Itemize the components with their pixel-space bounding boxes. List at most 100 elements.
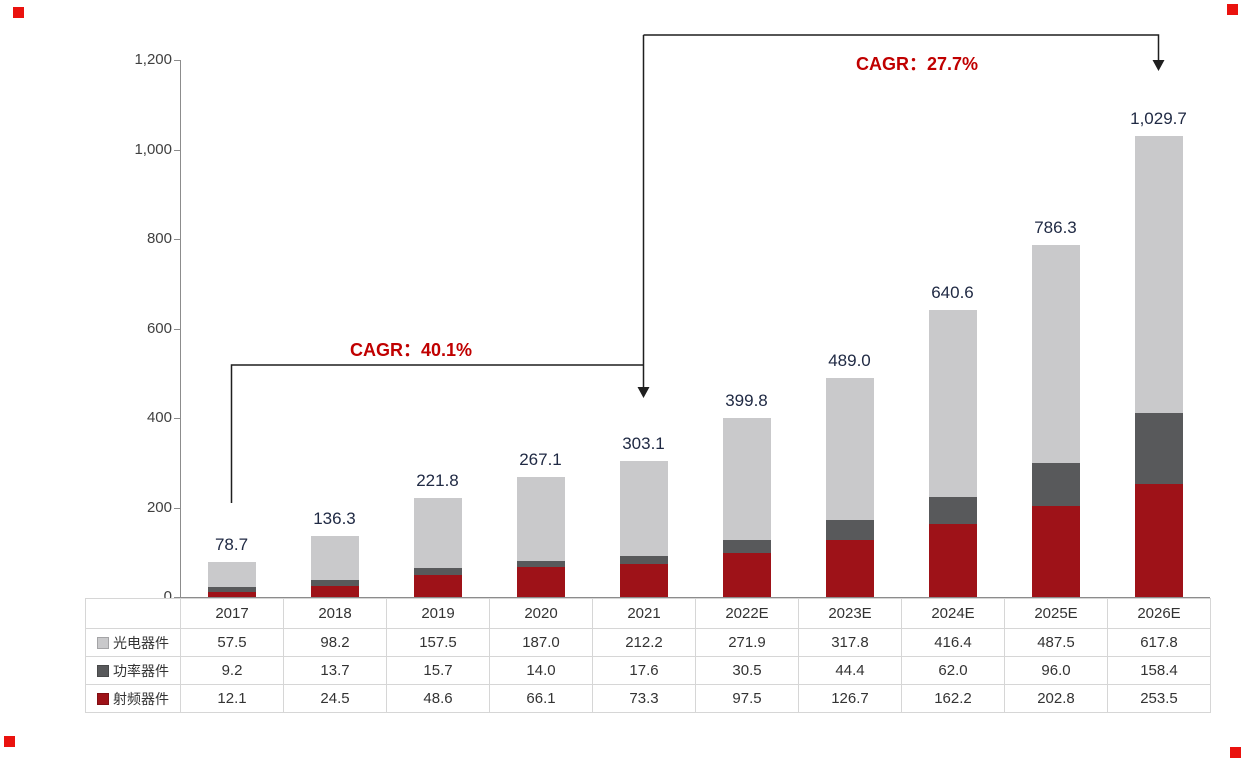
value-cell: 73.3 xyxy=(592,684,696,713)
value-cell: 212.2 xyxy=(592,628,696,657)
arrow-down-icon xyxy=(1152,60,1165,71)
bar-segment-光电器件 xyxy=(619,461,668,557)
year-header-cell: 2019 xyxy=(386,598,490,629)
y-axis-tick-mark xyxy=(174,328,180,330)
y-axis-tick-mark xyxy=(174,507,180,509)
legend-swatch-icon xyxy=(97,692,109,705)
total-label-2019: 221.8 xyxy=(416,470,459,490)
year-header-cell: 2020 xyxy=(489,598,593,629)
value-cell: 62.0 xyxy=(901,656,1005,685)
value-cell: 30.5 xyxy=(695,656,799,685)
bar-segment-射频器件 xyxy=(207,591,256,597)
legend-cell-光电器件: 光电器件 xyxy=(85,628,181,657)
table-row-射频器件: 射频器件 12.1 24.5 48.6 66.1 73.3 97.5 126.7 162.2 20… xyxy=(85,684,1211,713)
total-label-2018: 136.3 xyxy=(313,509,356,528)
table-header-row: 2017 2018 2019 2020 2021 2022E 2023E 2024E 2025E… xyxy=(85,598,1211,629)
total-label-2023E: 489.0 xyxy=(828,351,871,371)
total-label-2026E: 1,029.7 xyxy=(1130,109,1187,129)
bar-segment-功率器件 xyxy=(825,520,874,541)
bar-segment-射频器件 xyxy=(310,586,359,597)
value-cell: 15.7 xyxy=(386,656,490,685)
bar-segment-光电器件 xyxy=(722,418,771,540)
total-label-2017: 78.7 xyxy=(214,534,249,554)
y-axis-tick-label: 200 xyxy=(146,498,172,516)
legend-swatch-icon xyxy=(97,664,109,677)
y-axis-tick-label: 400 xyxy=(146,409,172,426)
legend-cell-射频器件: 射频器件 xyxy=(85,684,181,713)
value-cell: 44.4 xyxy=(798,656,902,685)
bar-segment-功率器件 xyxy=(619,556,668,565)
bar-segment-射频器件 xyxy=(1031,506,1080,597)
bar-segment-光电器件 xyxy=(207,561,256,588)
y-axis-tick-label: 1,000 xyxy=(134,140,172,158)
legend-label: 光电器件 xyxy=(113,634,169,651)
bar-segment-射频器件 xyxy=(928,524,977,597)
stacked-bar-2018 xyxy=(310,536,359,597)
value-cell: 617.8 xyxy=(1107,628,1211,657)
bar-segment-功率器件 xyxy=(1134,412,1183,484)
year-header-cell: 2017 xyxy=(180,598,284,629)
y-axis-tick-mark xyxy=(174,418,180,419)
total-label-2022E: 399.8 xyxy=(725,391,768,411)
value-cell: 126.7 xyxy=(798,684,902,713)
value-cell: 96.0 xyxy=(1004,656,1108,685)
table-row-功率器件: 功率器件 9.2 13.7 15.7 14.0 17.6 30.5 44.4 62.0 96.0 1… xyxy=(85,656,1211,685)
year-header-cell: 2021 xyxy=(592,598,696,629)
value-cell: 24.5 xyxy=(283,684,387,713)
cagr-label-2017-2021: CAGR：40.1% xyxy=(350,340,473,360)
value-cell: 162.2 xyxy=(901,684,1005,713)
table-corner-cell xyxy=(85,598,181,629)
year-header-cell: 2022E xyxy=(695,598,799,629)
arrow-down-icon xyxy=(637,387,650,398)
stacked-bar-2017 xyxy=(207,561,256,597)
value-cell: 202.8 xyxy=(1004,684,1108,713)
bar-segment-功率器件 xyxy=(722,539,771,554)
x-axis-baseline xyxy=(180,597,1210,598)
bar-segment-功率器件 xyxy=(207,587,256,592)
value-cell: 12.1 xyxy=(180,684,284,713)
total-label-2024E: 640.6 xyxy=(931,283,974,303)
bar-segment-光电器件 xyxy=(825,378,874,521)
y-axis-tick-mark xyxy=(174,597,180,598)
bar-segment-光电器件 xyxy=(928,310,977,497)
year-header-cell: 2024E xyxy=(901,598,1005,629)
legend-swatch-icon xyxy=(97,636,109,649)
bar-segment-光电器件 xyxy=(310,536,359,580)
stacked-bar-2026E xyxy=(1134,136,1183,597)
year-header-cell: 2018 xyxy=(283,598,387,629)
value-cell: 158.4 xyxy=(1107,656,1211,685)
y-axis-tick-label: 800 xyxy=(146,230,172,247)
corner-accent-bottom-left xyxy=(4,736,15,747)
value-cell: 416.4 xyxy=(901,628,1005,657)
bar-segment-光电器件 xyxy=(1134,136,1183,413)
year-header-cell: 2023E xyxy=(798,598,902,629)
bar-segment-光电器件 xyxy=(1031,245,1080,464)
bar-segment-功率器件 xyxy=(516,561,565,568)
stacked-bar-2021 xyxy=(619,461,668,597)
value-cell: 9.2 xyxy=(180,656,284,685)
y-axis-tick-label: 600 xyxy=(146,319,172,337)
value-cell: 13.7 xyxy=(283,656,387,685)
bar-segment-功率器件 xyxy=(1031,463,1080,507)
stacked-bar-2025E xyxy=(1031,245,1080,597)
value-cell: 487.5 xyxy=(1004,628,1108,657)
value-cell: 14.0 xyxy=(489,656,593,685)
bar-segment-功率器件 xyxy=(310,579,359,587)
bar-segment-射频器件 xyxy=(722,553,771,597)
bar-segment-光电器件 xyxy=(516,477,565,562)
value-cell: 157.5 xyxy=(386,628,490,657)
corner-accent-top-right xyxy=(1227,4,1238,15)
stacked-bar-2019 xyxy=(413,497,462,597)
y-axis-tick-mark xyxy=(174,149,180,151)
bar-segment-射频器件 xyxy=(825,540,874,597)
stacked-bar-2023E xyxy=(825,378,874,597)
year-header-cell: 2026E xyxy=(1107,598,1211,629)
value-cell: 97.5 xyxy=(695,684,799,713)
cagr-label-2021-2026: CAGR：27.7% xyxy=(856,54,979,74)
stacked-bar-2024E xyxy=(928,310,977,597)
year-header-cell: 2025E xyxy=(1004,598,1108,629)
bar-segment-射频器件 xyxy=(516,567,565,597)
bar-segment-光电器件 xyxy=(413,497,462,569)
y-axis-tick-label: 1,200 xyxy=(134,51,172,68)
